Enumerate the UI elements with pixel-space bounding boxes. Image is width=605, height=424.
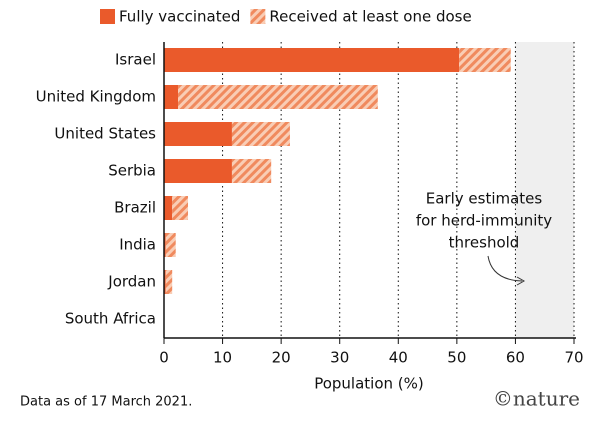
bar-segment [164,85,179,109]
y-tick-label: United States [54,125,156,143]
x-tick-label: 20 [272,349,291,367]
annotation-arrow [487,255,523,282]
bar-segment [459,48,511,72]
x-axis-title: Population (%) [314,375,424,393]
legend-swatch [250,9,266,24]
bar-segment [231,159,272,183]
bar-segment [172,196,189,220]
y-tick-label: Serbia [108,162,156,180]
x-tick-label: 40 [389,349,408,367]
note: Data as of 17 March 2021. [20,395,192,410]
source-logo: ©nature [493,387,580,411]
annotation: for herd-immunity [416,212,552,230]
bar-segment [164,48,460,72]
y-tick-label: South Africa [65,310,156,328]
y-tick-label: Brazil [114,199,156,217]
x-tick-label: 50 [447,349,466,367]
legend-label: Fully vaccinated [119,8,240,26]
legend-swatch [100,9,115,24]
x-tick-label: 10 [213,349,232,367]
legend-label: Received at least one dose [269,8,471,26]
annotation: Early estimates [426,190,543,208]
y-tick-label: United Kingdom [36,88,156,106]
bar-segment [165,233,176,257]
bar-segment [164,196,173,220]
bar-segment [164,122,232,146]
bar-segment [178,85,378,109]
y-tick-label: India [119,236,156,254]
bar-segment [165,270,173,294]
threshold-band [515,42,574,338]
bar-segment [231,122,290,146]
y-tick-label: Israel [115,51,156,69]
arrow-head [516,276,526,286]
bar-segment [164,270,166,294]
y-tick-label: Jordan [107,273,156,291]
x-tick-label: 60 [506,349,525,367]
x-tick-label: 70 [564,349,583,367]
bar-segment [164,233,166,257]
annotation: threshold [449,234,520,252]
bar-segment [164,159,232,183]
x-tick-label: 0 [159,349,169,367]
x-tick-label: 30 [330,349,349,367]
